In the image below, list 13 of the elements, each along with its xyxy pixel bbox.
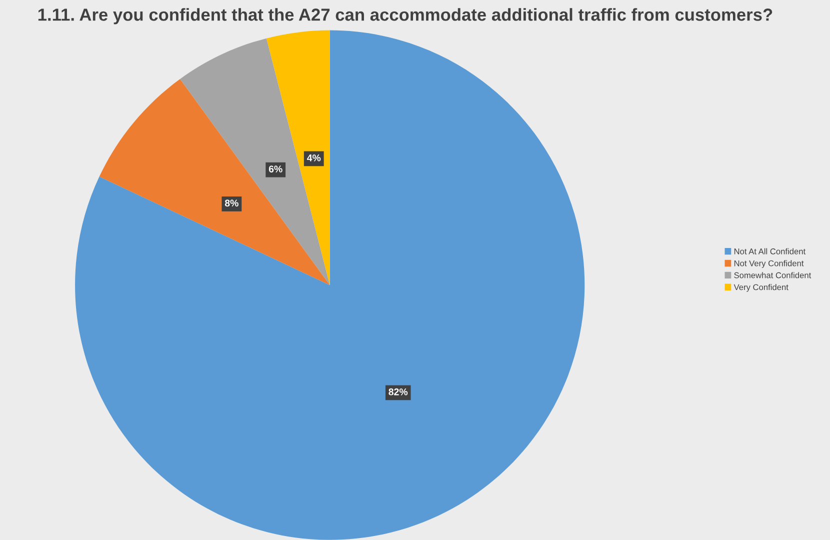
- data-label: 82%: [388, 388, 408, 396]
- legend-label: Somewhat Confident: [734, 272, 812, 278]
- legend-label: Not At All Confident: [734, 248, 806, 254]
- pie-slice: [99, 78, 330, 286]
- pie-slice: [266, 30, 330, 286]
- data-label: 8%: [224, 200, 238, 207]
- data-label: 4%: [306, 154, 321, 162]
- legend-label: Not Very Confident: [734, 260, 804, 268]
- pie-slice: [75, 30, 585, 540]
- chart-title: 1.11. Are you confident that the A27 can accommodate additional traffic from customers?: [38, 8, 772, 24]
- pie-slice: [180, 38, 330, 286]
- legend-label: Very Confident: [734, 284, 788, 292]
- data-label: 6%: [268, 166, 282, 172]
